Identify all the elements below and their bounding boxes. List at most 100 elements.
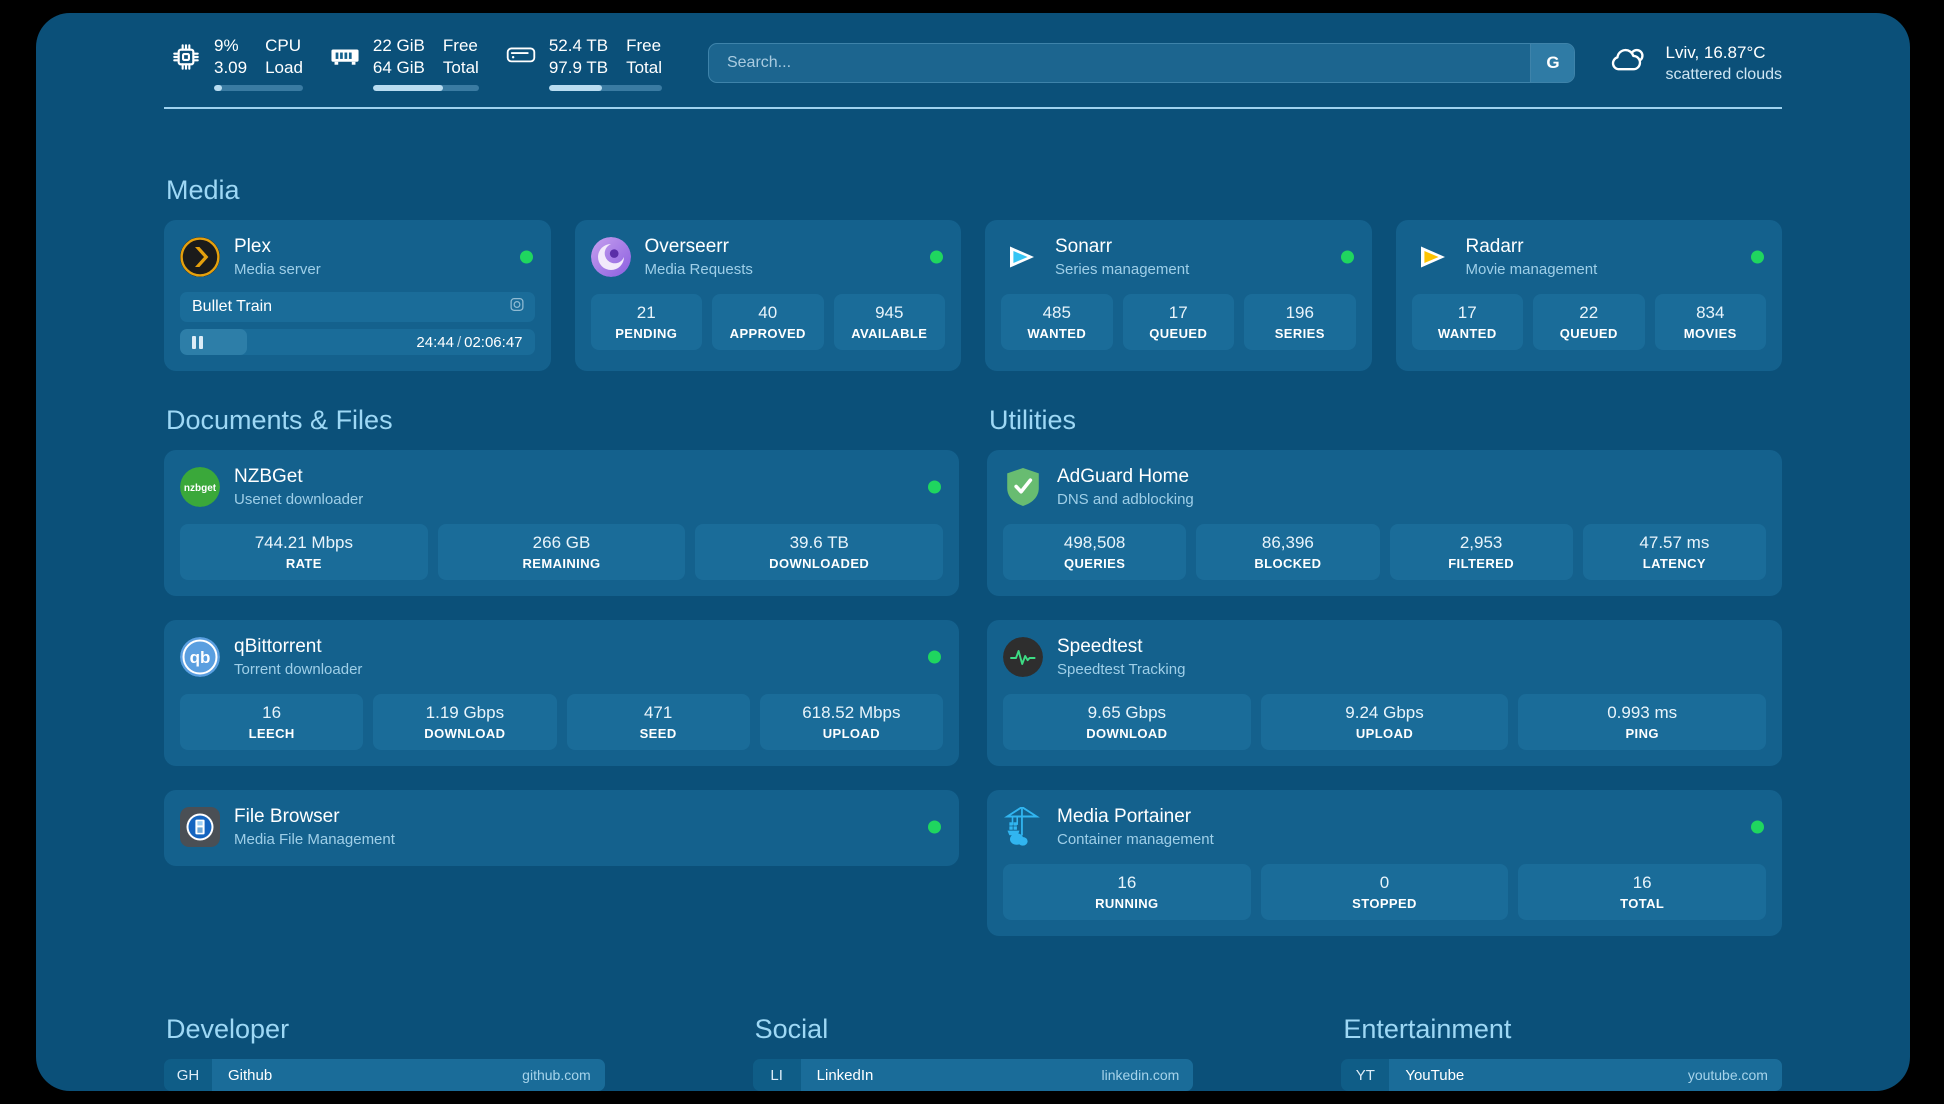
service-card-file-browser[interactable]: File Browser Media File Management	[164, 790, 959, 867]
bookmark-group-title: Entertainment	[1343, 1014, 1512, 1045]
stat-cell: 17 QUEUED	[1122, 294, 1234, 351]
stat-memory[interactable]: 22 GiB 64 GiB Free Total	[329, 35, 479, 92]
status-indicator	[1751, 250, 1764, 264]
stat-value: 618.52 Mbps	[802, 703, 901, 723]
stat-cell: 744.21 Mbps RATE	[180, 524, 428, 581]
stat-label: PENDING	[615, 326, 678, 342]
bookmark-name: YouTube	[1405, 1066, 1465, 1084]
disk-value-bottom: 97.9 TB	[548, 57, 609, 77]
stat-cell: 196 SERIES	[1244, 294, 1356, 351]
portainer-logo	[1003, 807, 1043, 847]
stat-value: 2,953	[1459, 533, 1503, 552]
stat-label: QUERIES	[1063, 556, 1126, 572]
stat-cell: 0.993 ms PING	[1518, 694, 1767, 751]
pause-icon[interactable]	[192, 335, 203, 349]
svg-text:nzbget: nzbget	[184, 483, 217, 494]
bookmark-item[interactable]: LI LinkedIn linkedin.com	[752, 1059, 1194, 1091]
stat-label: UPLOAD	[822, 726, 881, 742]
stat-cell: 2,953 FILTERED	[1389, 524, 1573, 581]
bookmark-item[interactable]: GH Github github.com	[164, 1059, 605, 1091]
stat-cell: 22 QUEUED	[1533, 294, 1645, 351]
overseerr-logo	[590, 237, 631, 277]
stat-label: DOWNLOAD	[424, 726, 506, 742]
stat-value: 0.993 ms	[1607, 703, 1678, 723]
status-indicator	[930, 250, 943, 264]
weather-widget[interactable]: Lviv, 16.87°C scattered clouds	[1609, 41, 1782, 86]
search-bar[interactable]: G	[707, 43, 1576, 83]
stat-value: 16	[1117, 873, 1137, 893]
service-name: Plex	[234, 235, 271, 257]
stat-cell: 16 RUNNING	[1003, 864, 1251, 921]
bookmark-url: github.com	[522, 1067, 591, 1084]
stat-cell: 0 STOPPED	[1260, 864, 1509, 921]
stat-value: 744.21 Mbps	[254, 533, 353, 552]
system-stats: 9% 3.09 CPU Load	[164, 35, 662, 92]
stat-label: DOWNLOADED	[769, 556, 870, 572]
service-name: Media Portainer	[1057, 806, 1192, 828]
stat-value: 16	[262, 703, 282, 723]
stat-disk[interactable]: 52.4 TB 97.9 TB Free Total	[505, 35, 662, 92]
service-card-plex[interactable]: Plex Media server Bullet Train	[164, 220, 551, 371]
service-card-qbittorrent[interactable]: qb qBittorrent Torrent downloader 16 LEE…	[164, 620, 959, 767]
stat-cpu[interactable]: 9% 3.09 CPU Load	[170, 35, 303, 92]
service-description: Media File Management	[234, 830, 395, 848]
memory-label-bottom: Total	[442, 57, 479, 77]
stat-label: DOWNLOAD	[1086, 726, 1168, 742]
service-card-nzbget[interactable]: nzbget NZBGet Usenet downloader 744.21 M…	[164, 450, 959, 597]
stat-value: 9.65 Gbps	[1087, 703, 1167, 723]
disk-value-top: 52.4 TB	[548, 35, 609, 55]
stat-cell: 21 PENDING	[590, 294, 702, 351]
stat-label: MOVIES	[1683, 326, 1737, 342]
service-card-media-portainer[interactable]: Media Portainer Container management 16 …	[987, 790, 1782, 937]
bookmark-group-developer: Developer GH Github github.com SO StackO…	[164, 1014, 605, 1091]
memory-icon	[329, 41, 361, 73]
bookmark-name: Github	[228, 1066, 273, 1084]
service-name: qBittorrent	[234, 636, 322, 657]
stat-value: 17	[1168, 303, 1188, 322]
bookmark-item[interactable]: YT YouTube youtube.com	[1341, 1059, 1782, 1091]
stat-value: 17	[1457, 303, 1477, 322]
service-card-speedtest[interactable]: Speedtest Speedtest Tracking 9.65 Gbps D…	[987, 620, 1782, 767]
service-description: Container management	[1057, 830, 1214, 848]
stat-value: 47.57 ms	[1639, 533, 1710, 552]
service-name: AdGuard Home	[1057, 465, 1190, 487]
stat-label: LATENCY	[1642, 556, 1706, 572]
service-card-sonarr[interactable]: Sonarr Series management 485 WANTED 17 Q…	[985, 220, 1372, 371]
memory-label-top: Free	[442, 35, 478, 55]
sonarr-logo	[1001, 237, 1041, 277]
stat-cell: 39.6 TB DOWNLOADED	[695, 524, 944, 581]
stat-value: 86,396	[1261, 533, 1314, 552]
gear-icon[interactable]	[509, 297, 525, 318]
stat-value: 498,508	[1063, 533, 1126, 552]
stat-label: WANTED	[1027, 326, 1087, 342]
qbittorrent-logo: qb	[180, 637, 220, 678]
status-indicator	[928, 480, 941, 494]
stat-label: BLOCKED	[1254, 556, 1322, 572]
service-card-overseerr[interactable]: Overseerr Media Requests 21 PENDING 40 A…	[574, 220, 961, 371]
stat-label: RUNNING	[1095, 896, 1159, 912]
stat-label: APPROVED	[729, 326, 806, 342]
cloud-icon	[1609, 44, 1651, 81]
cpu-label-top: CPU	[265, 35, 301, 55]
bookmark-url: youtube.com	[1687, 1067, 1768, 1084]
stat-value: 485	[1042, 303, 1071, 322]
stat-label: UPLOAD	[1355, 726, 1414, 742]
stat-value: 40	[758, 303, 778, 322]
stat-value: 0	[1379, 873, 1390, 893]
search-input[interactable]	[708, 44, 1531, 82]
service-name: File Browser	[234, 806, 340, 828]
service-description: Movie management	[1465, 260, 1598, 278]
stat-label: FILTERED	[1448, 556, 1515, 572]
service-card-adguard-home[interactable]: AdGuard Home DNS and adblocking 498,508 …	[987, 450, 1782, 597]
now-playing[interactable]: Bullet Train 24:44/02:06:47	[180, 292, 535, 355]
disk-label-bottom: Total	[626, 57, 662, 77]
service-name: Radarr	[1465, 235, 1524, 257]
memory-value-top: 22 GiB	[372, 35, 425, 55]
playback-progress-bar[interactable]: 24:44/02:06:47	[180, 329, 535, 355]
search-engine-button[interactable]: G	[1530, 44, 1575, 82]
stat-value: 266 GB	[532, 533, 591, 552]
stat-label: LEECH	[248, 726, 295, 742]
service-card-radarr[interactable]: Radarr Movie management 17 WANTED 22 QUE…	[1395, 220, 1782, 371]
disk-icon	[505, 41, 537, 73]
service-name: NZBGet	[234, 465, 303, 487]
